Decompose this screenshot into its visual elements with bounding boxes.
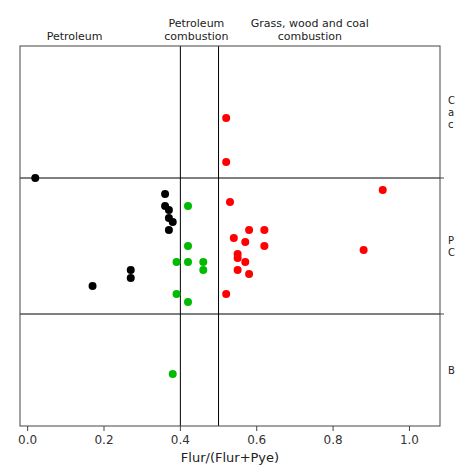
tick-mark (180, 426, 181, 431)
tick-label: 1.0 (400, 433, 419, 447)
point (165, 226, 173, 234)
point (234, 266, 242, 274)
point (241, 238, 249, 246)
background (0, 0, 474, 474)
point (184, 298, 192, 306)
point (226, 198, 234, 206)
point (222, 290, 230, 298)
point (222, 158, 230, 166)
chart: 0.0 0.2 0.4 0.6 0.8 1.0 Flur/(Flur+Pye) Petrole… (0, 0, 474, 474)
point (199, 258, 207, 266)
point (230, 234, 238, 242)
point (245, 226, 253, 234)
point (184, 258, 192, 266)
point (173, 258, 181, 266)
point (169, 370, 177, 378)
point (222, 114, 230, 122)
region-label: PC (448, 235, 455, 258)
region-label: Grass, wood and coalcombustion (251, 17, 369, 43)
point (379, 186, 387, 194)
region-label: Petroleumcombustion (164, 17, 228, 43)
horizontal-line (20, 314, 440, 315)
point (31, 174, 39, 182)
tick-mark (333, 426, 334, 431)
tick-mark (256, 426, 257, 431)
point (199, 266, 207, 274)
tick-label: 0.6 (247, 433, 266, 447)
tick-mark (104, 426, 105, 431)
tick-mark (440, 178, 444, 179)
tick-mark (409, 426, 410, 431)
point (234, 254, 242, 262)
point (173, 290, 181, 298)
point (260, 242, 268, 250)
point (165, 206, 173, 214)
point (184, 242, 192, 250)
plot-area (20, 46, 440, 426)
point (127, 274, 135, 282)
point (245, 270, 253, 278)
point (161, 190, 169, 198)
point (89, 282, 97, 290)
tick-label: 0.4 (171, 433, 190, 447)
tick-label: 0.0 (18, 433, 37, 447)
tick-mark (440, 314, 444, 315)
tick-label: 0.2 (94, 433, 113, 447)
vertical-line (218, 46, 219, 426)
point (360, 246, 368, 254)
horizontal-line (20, 178, 440, 179)
region-label: Petroleum (47, 30, 103, 43)
x-axis-label: Flur/(Flur+Pye) (181, 450, 279, 465)
tick-mark (27, 426, 28, 431)
point (127, 266, 135, 274)
region-label: B (448, 365, 455, 376)
point (241, 258, 249, 266)
vertical-line (180, 46, 181, 426)
point (184, 202, 192, 210)
region-label: Cac (448, 95, 455, 130)
tick-label: 0.8 (324, 433, 343, 447)
point (169, 218, 177, 226)
plot-frame (20, 46, 440, 426)
point (260, 226, 268, 234)
